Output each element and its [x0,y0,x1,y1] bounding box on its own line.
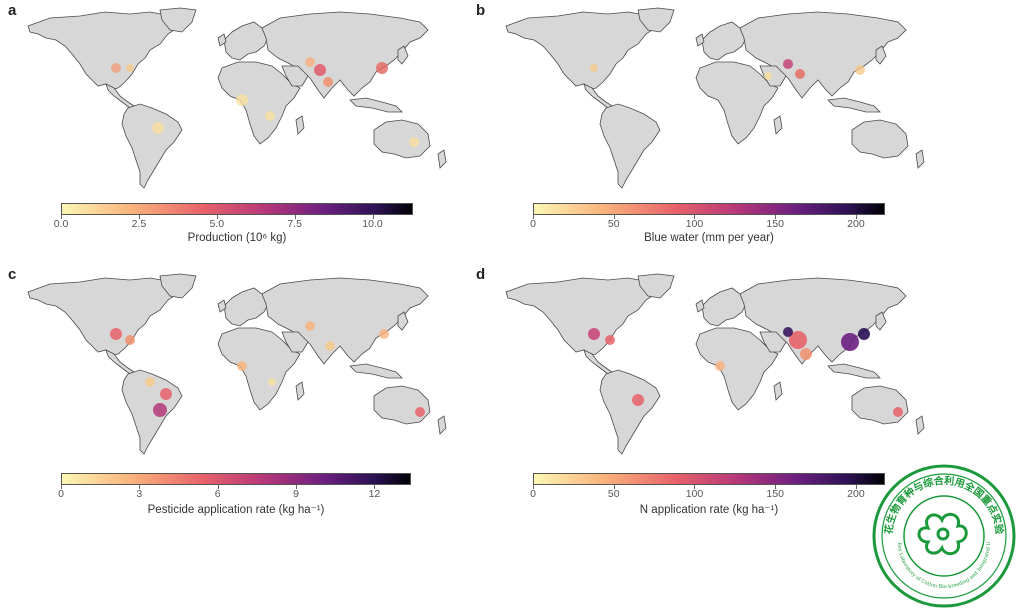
colorbar-label: N application rate (kg ha⁻¹) [639,504,779,516]
pesticide-hotspots [110,321,425,417]
colorbar-tick [294,215,296,219]
colorbar-tick [533,485,534,489]
colorbar-tick-label: 3 [136,488,143,500]
colorbar-tick-label: 9 [293,488,299,500]
panel-letter: d [476,266,486,283]
colorbar-tick-label: 200 [847,488,865,500]
colorbar-tick [613,215,615,219]
colorbar-n-application [533,473,885,485]
colorbar-tick [855,215,857,219]
colorbar-tick [855,485,857,489]
world-map-blue-water [505,7,925,189]
colorbar-tick-label: 200 [847,218,865,230]
world-map-production [27,7,447,189]
colorbar-tick [372,215,374,219]
colorbar-tick-label: 100 [685,488,704,500]
colorbar-tick [694,215,696,219]
colorbar-tick [775,485,777,489]
production-hotspots [111,57,419,147]
colorbar-tick [374,485,376,489]
colorbar-tick [694,485,696,489]
colorbar-label: Blue water (mm per year) [644,232,774,244]
panel-letter: b [476,2,486,19]
colorbar-tick [216,215,218,219]
colorbar-tick [613,485,615,489]
colorbar-tick-label: 100 [685,218,704,230]
colorbar-tick [533,215,534,219]
colorbar-tick-label: 150 [766,218,784,230]
colorbar-tick [61,215,62,219]
colorbar-tick [775,215,777,219]
colorbar-tick-label: 5.0 [209,218,225,230]
cotton-boll-icon [917,512,968,556]
colorbar-production [61,203,413,215]
colorbar-tick-label: 12 [368,488,381,500]
colorbar-pesticide [61,473,411,485]
colorbar-blue-water [533,203,885,215]
colorbar-tick [217,485,219,489]
world-map-n-application [505,273,925,455]
colorbar-tick-label: 0.0 [53,218,69,230]
colorbar-tick-label: 0 [530,218,536,230]
colorbar-tick-label: 50 [607,218,620,230]
world-map-pesticide [27,273,447,455]
colorbar-tick [296,485,298,489]
colorbar-tick [139,485,141,489]
panel-letter: c [8,266,17,283]
colorbar-tick-label: 0 [530,488,536,500]
n-application-hotspots [588,327,903,417]
colorbar-tick-label: 7.5 [287,218,302,230]
colorbar-tick-label: 10.0 [362,218,383,230]
colorbar-tick-label: 2.5 [131,218,147,230]
colorbar-tick-label: 6 [214,488,221,500]
colorbar-tick-label: 50 [607,488,620,500]
colorbar-tick-label: 150 [766,488,784,500]
colorbar-label: Pesticide application rate (kg ha⁻¹) [147,504,325,516]
panel-letter: a [8,2,17,19]
colorbar-tick [138,215,140,219]
lab-seal-logo: 棉花生物育种与综合利用全国重点实验室 National Key Laborato… [870,462,1016,608]
blue-water-hotspots [590,59,865,80]
colorbar-tick-label: 0 [58,488,64,500]
colorbar-label: Production (10⁶ kg) [187,232,287,244]
colorbar-tick [61,485,62,489]
